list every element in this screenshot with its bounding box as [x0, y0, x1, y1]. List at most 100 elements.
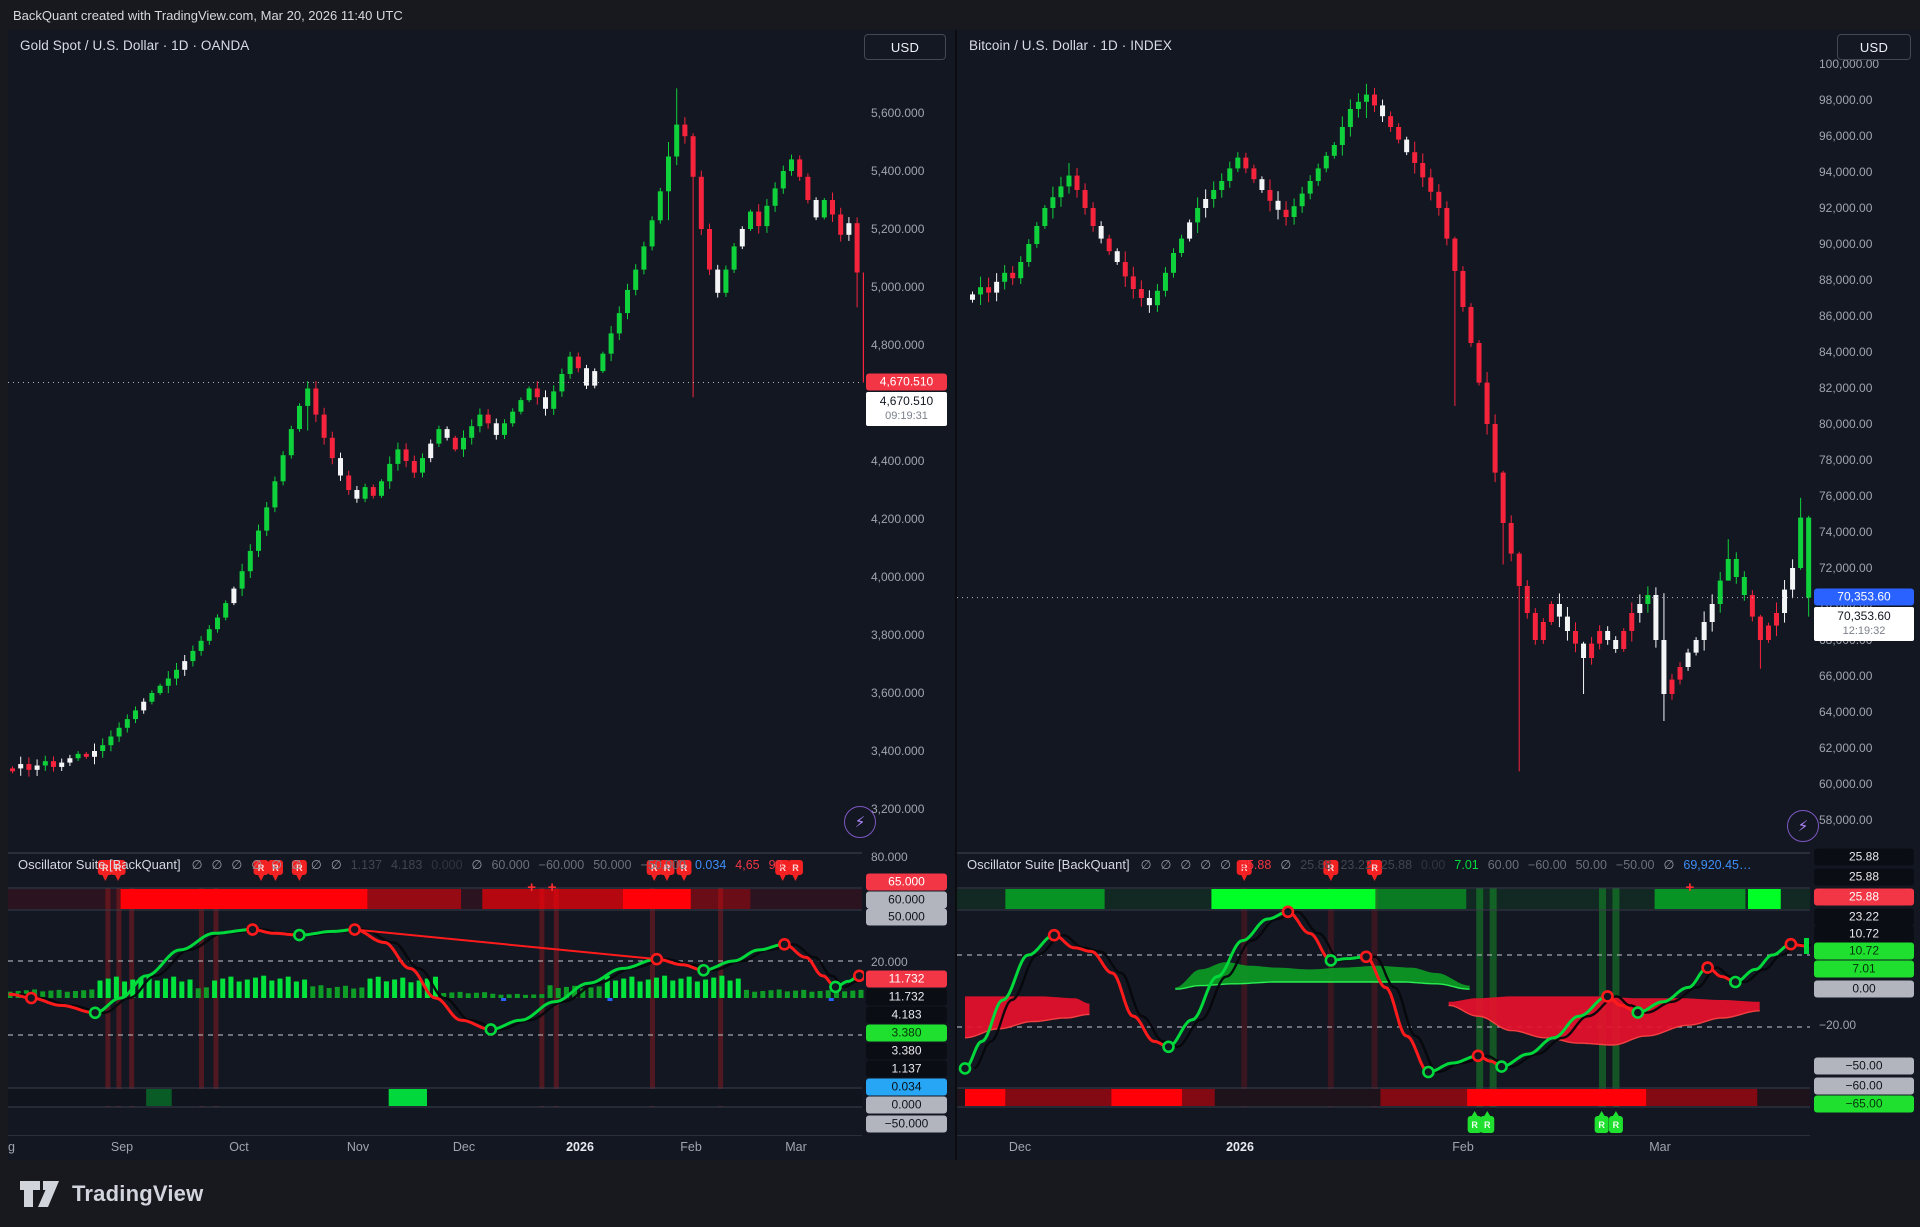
time-label: Dec	[452, 1140, 476, 1154]
indicator-title[interactable]: Oscillator Suite [BackQuant]	[18, 857, 181, 872]
currency-usd-button[interactable]: USD	[864, 34, 946, 60]
session-close-label: 70,353.60 12:19:32	[1814, 607, 1914, 641]
price-tick-label: 84,000.00	[1819, 345, 1873, 359]
oscillator-scale-label: −60.00	[1814, 1077, 1914, 1095]
price-scale[interactable]: 5,600.000 5,400.000 5,200.000 5,000.000 4,80…	[862, 30, 955, 1135]
time-label: Oct	[229, 1140, 249, 1154]
svg-text:R: R	[258, 863, 265, 873]
status-value: −50.000	[640, 857, 686, 872]
time-axis[interactable]: Dec 2026 Feb Mar	[957, 1135, 1810, 1160]
time-label: Feb	[680, 1140, 702, 1154]
status-placeholder-icon: ∅	[310, 858, 322, 872]
status-value: 1.137	[350, 857, 382, 872]
svg-text:+: +	[1686, 879, 1695, 896]
sell-signal-marker	[650, 952, 664, 966]
session-close-label: 4,670.510 09:19:31	[866, 392, 947, 426]
price-scale[interactable]: 100,000.00 98,000.00 96,000.00 94,000.00 92,…	[1810, 30, 1920, 1135]
status-value: 25.88	[1300, 857, 1332, 872]
time-axis[interactable]: ug Sep Oct Nov Dec 2026 Feb Mar	[8, 1135, 862, 1160]
oscillator-top-heat-band	[8, 889, 862, 909]
status-placeholder-icon: ∅	[1140, 858, 1152, 872]
svg-text:+: +	[548, 879, 557, 896]
lightning-quick-action-button[interactable]: ⚡	[1787, 810, 1819, 842]
tradingview-brand-text[interactable]: TradingView	[72, 1180, 204, 1206]
svg-text:R: R	[1328, 863, 1335, 873]
price-tick-label: 76,000.00	[1819, 489, 1873, 503]
buy-signal-marker	[829, 980, 842, 994]
oscillator-scale-label: 25.88	[1814, 888, 1914, 906]
price-tick-label: 72,000.00	[1819, 561, 1873, 575]
oscillator-scale-label: 11.732	[866, 988, 947, 1006]
status-value: 50.000	[593, 857, 632, 872]
candlestick-series	[10, 88, 864, 777]
tradingview-logo-icon[interactable]	[18, 1178, 62, 1210]
price-tick-label: 62,000.00	[1819, 741, 1873, 755]
gold-chart-panel: Gold Spot / U.S. Dollar · 1D · OANDA USD R…	[8, 30, 955, 1160]
lightning-quick-action-button[interactable]: ⚡	[844, 806, 876, 838]
price-tick-label: 100,000.00	[1819, 57, 1880, 71]
oscillator-scale-label: 80.000	[871, 850, 908, 864]
price-tick-label: 80,000.00	[1819, 417, 1873, 431]
btc-chart-canvas[interactable]: R R R+R R R R	[957, 30, 1812, 1160]
price-tick-label: 4,000.000	[871, 570, 925, 584]
price-tick-label: 5,600.000	[871, 106, 925, 120]
svg-text:R: R	[651, 863, 658, 873]
time-label: ug	[8, 1140, 15, 1154]
buy-signal-marker	[1422, 1065, 1435, 1079]
status-placeholder-icon: ∅	[330, 858, 342, 872]
time-label: Feb	[1452, 1140, 1474, 1154]
close-price: 70,353.60	[1837, 609, 1891, 623]
svg-text:R: R	[664, 863, 671, 873]
buy-signal-marker	[1324, 954, 1338, 967]
status-placeholder-icon: ∅	[251, 858, 263, 872]
status-value: 25.88	[1240, 857, 1272, 872]
status-value: 0.034	[695, 857, 727, 872]
symbol-title[interactable]: Gold Spot / U.S. Dollar · 1D · OANDA	[20, 38, 250, 53]
price-tick-label: 96,000.00	[1819, 129, 1873, 143]
indicator-status-row: Oscillator Suite [BackQuant] ∅ ∅ ∅ ∅ ∅ 25.88 ∅ 2…	[967, 857, 1751, 872]
oscillator-scale-label: 0.000	[866, 1096, 947, 1114]
status-placeholder-icon: ∅	[1280, 858, 1292, 872]
time-label: Nov	[346, 1140, 370, 1154]
indicator-title[interactable]: Oscillator Suite [BackQuant]	[967, 857, 1130, 872]
svg-text:+: +	[527, 879, 536, 896]
currency-usd-button[interactable]: USD	[1837, 34, 1911, 60]
price-tick-label: 3,200.000	[871, 802, 925, 816]
status-value: 4,65	[735, 857, 760, 872]
price-tick-label: 60,000.00	[1819, 777, 1873, 791]
oscillator-scale-label: 65.000	[866, 873, 947, 891]
snapshot-attribution-bar: BackQuant created with TradingView.com, …	[0, 0, 1920, 30]
charts-container: Gold Spot / U.S. Dollar · 1D · OANDA USD R…	[0, 30, 1920, 1160]
oscillator-bottom-heat-band	[146, 1089, 427, 1106]
price-tick-label: 88,000.00	[1819, 273, 1873, 287]
gold-chart-canvas[interactable]: R R R R R R R R R R+ +	[8, 30, 864, 1160]
svg-text:R: R	[779, 863, 786, 873]
time-label: Sep	[110, 1140, 134, 1154]
svg-text:R: R	[115, 863, 122, 873]
oscillator-scale-label: 0.034	[866, 1078, 947, 1096]
buy-signal-marker	[1729, 975, 1742, 989]
price-tick-label: 5,200.000	[871, 222, 925, 236]
buy-signal-marker	[697, 963, 710, 977]
svg-text:R: R	[1598, 1120, 1605, 1130]
status-value: 50.00	[1575, 857, 1607, 872]
price-tick-label: 86,000.00	[1819, 309, 1873, 323]
sell-signal-marker	[852, 969, 864, 983]
price-tick-label: 90,000.00	[1819, 237, 1873, 251]
oscillator-signal-line	[8, 928, 861, 1031]
status-placeholder-icon: ∅	[1180, 858, 1192, 872]
sell-signal-marker	[246, 923, 259, 936]
price-tick-label: 3,400.000	[871, 744, 925, 758]
btc-chart-panel: Bitcoin / U.S. Dollar · 1D · INDEX USD R R R…	[955, 30, 1920, 1160]
sell-signal-marker	[24, 991, 38, 1005]
status-value: 25.88	[1380, 857, 1413, 872]
oscillator-scale-label: 50.000	[866, 908, 947, 926]
oscillator-scale-label: 10.72	[1814, 942, 1914, 960]
symbol-title[interactable]: Bitcoin / U.S. Dollar · 1D · INDEX	[969, 38, 1172, 53]
close-price: 4,670.510	[879, 394, 934, 408]
sell-signal-marker	[1281, 905, 1295, 919]
oscillator-scale-label: 25.88	[1814, 848, 1914, 866]
status-value: 60.00	[1487, 857, 1520, 872]
oscillator-scale-label: 3.380	[866, 1024, 947, 1042]
status-placeholder-icon: ∅	[291, 858, 302, 872]
